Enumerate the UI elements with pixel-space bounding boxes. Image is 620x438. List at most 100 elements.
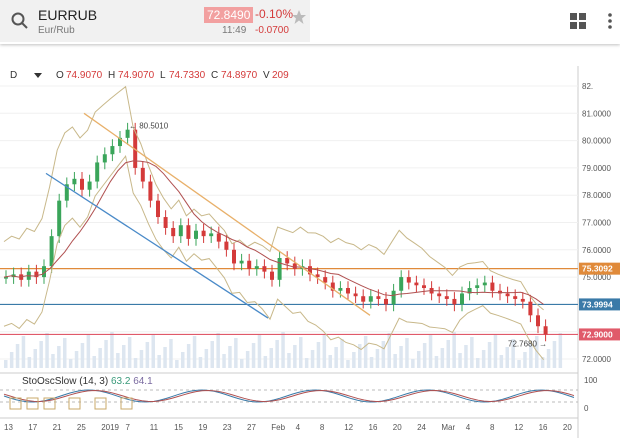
tool-icon bbox=[43, 397, 56, 410]
volume-bar bbox=[529, 344, 533, 368]
candle-body bbox=[140, 167, 145, 182]
oscillator-d-line bbox=[3, 389, 575, 402]
star-icon[interactable] bbox=[291, 9, 307, 25]
candle-body bbox=[543, 326, 548, 335]
volume-bar bbox=[21, 336, 26, 368]
candle-body bbox=[4, 277, 8, 279]
candle-body bbox=[42, 266, 46, 278]
volume-bar bbox=[352, 352, 356, 368]
low-annotation: 72.7680 → bbox=[508, 340, 547, 349]
quote-box[interactable]: EURRUB Eur/Rub 72.8490 -0.10% 11:49 -0.0… bbox=[0, 0, 310, 42]
candle-body bbox=[292, 263, 297, 269]
price-tick-label: 79.0000 bbox=[582, 164, 611, 173]
volume-bar bbox=[334, 347, 338, 368]
volume-bars bbox=[4, 332, 563, 368]
candle-body bbox=[270, 271, 274, 280]
date-tick-label: 13 bbox=[4, 423, 13, 432]
level-badge bbox=[579, 262, 620, 275]
volume-bar bbox=[387, 333, 391, 368]
volume-bar bbox=[216, 333, 220, 368]
date-tick-label: 25 bbox=[77, 423, 86, 432]
volume-bar bbox=[499, 355, 504, 368]
date-tick-label: 8 bbox=[320, 423, 325, 432]
symbol-subtitle: Eur/Rub bbox=[38, 25, 75, 36]
date-tick-label: 7 bbox=[126, 423, 131, 432]
candle-body bbox=[414, 282, 419, 286]
volume-bar bbox=[304, 358, 309, 368]
more-menu-icon[interactable] bbox=[606, 12, 614, 30]
volume-bar bbox=[251, 343, 256, 368]
candle-body bbox=[391, 290, 396, 305]
volume-bar bbox=[4, 360, 8, 368]
candle-body bbox=[520, 298, 525, 302]
trend-line-lower bbox=[45, 172, 269, 319]
candle-body bbox=[536, 315, 540, 327]
volume-bar bbox=[558, 333, 563, 368]
volume-bar bbox=[517, 360, 521, 368]
volume-bar bbox=[428, 335, 433, 368]
search-icon[interactable] bbox=[10, 11, 30, 31]
level-badge bbox=[579, 328, 620, 341]
volume-bar bbox=[33, 349, 37, 368]
candle-body bbox=[277, 257, 282, 280]
candle-body bbox=[406, 277, 411, 283]
candle-body bbox=[102, 154, 107, 163]
layout-grid-icon[interactable] bbox=[569, 12, 587, 30]
oscillator-k-line bbox=[3, 389, 575, 403]
candle-body bbox=[64, 184, 69, 201]
volume-bar bbox=[157, 355, 161, 368]
chevron-down-icon[interactable] bbox=[34, 73, 42, 79]
volume-bar bbox=[493, 334, 498, 368]
volume-bar bbox=[275, 340, 279, 368]
oscillator-tick-label: 0 bbox=[584, 404, 589, 413]
date-tick-label: 11 bbox=[150, 423, 159, 432]
oscillator-tick-label: 100 bbox=[584, 376, 598, 385]
volume-bar bbox=[139, 350, 144, 368]
date-tick-label: 19 bbox=[198, 423, 207, 432]
period-selector[interactable]: D bbox=[10, 70, 18, 81]
volume-bar bbox=[80, 343, 85, 368]
volume-bar bbox=[198, 357, 203, 368]
drawing-tools bbox=[9, 397, 133, 410]
candle-body bbox=[118, 137, 122, 147]
candle-body bbox=[125, 129, 130, 138]
volume-bar bbox=[151, 334, 155, 368]
candle-body bbox=[285, 257, 290, 264]
date-tick-label: 23 bbox=[223, 423, 232, 432]
volume-bar bbox=[192, 336, 197, 368]
date-tick-label: 20 bbox=[393, 423, 402, 432]
candle-body bbox=[513, 296, 518, 299]
candle-body bbox=[490, 282, 495, 291]
volume-bar bbox=[92, 356, 96, 368]
candle-body bbox=[224, 241, 229, 250]
close-value: 74.8970 bbox=[221, 70, 258, 81]
open-label: O bbox=[56, 70, 64, 81]
volume-bar bbox=[446, 340, 450, 368]
high-value: 74.9070 bbox=[118, 70, 155, 81]
volume-label: V bbox=[263, 70, 270, 81]
volume-bar bbox=[257, 335, 262, 368]
level-label: 72.9000 bbox=[582, 329, 613, 339]
candle-body bbox=[171, 227, 176, 237]
candle-body bbox=[353, 293, 358, 297]
ohlc-header: D O 74.9070 H 74.9070 L 74.7330 C 74.897… bbox=[0, 62, 580, 92]
candle-body bbox=[323, 277, 328, 283]
volume-bar bbox=[57, 346, 61, 368]
volume-bar bbox=[127, 337, 132, 368]
volume-bar bbox=[481, 350, 486, 368]
candle-body bbox=[163, 217, 168, 228]
volume-bar bbox=[346, 360, 350, 368]
candle-body bbox=[239, 260, 244, 264]
volume-bar bbox=[210, 341, 214, 368]
volume-bar bbox=[145, 342, 150, 368]
date-tick-label: Mar bbox=[441, 423, 455, 432]
volume-bar bbox=[470, 337, 474, 368]
candle-body bbox=[399, 277, 404, 291]
volume-bar bbox=[393, 354, 397, 368]
volume-bar bbox=[322, 334, 327, 368]
volume-bar bbox=[523, 352, 527, 368]
candle-body bbox=[34, 271, 39, 278]
candle-body bbox=[87, 181, 92, 190]
volume-bar bbox=[464, 345, 468, 368]
